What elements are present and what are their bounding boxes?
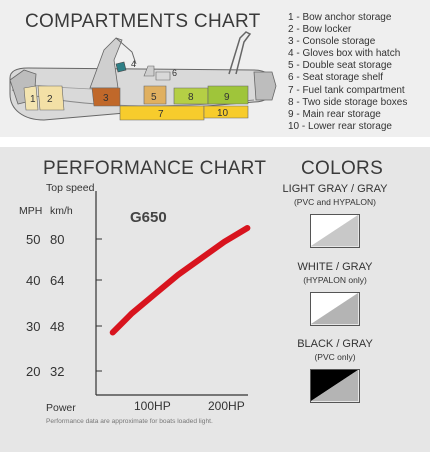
compartment-number: 8	[188, 92, 194, 103]
y-tick-label-kmh: 48	[50, 319, 64, 334]
legend-item: 5 - Double seat storage	[288, 60, 392, 72]
compartment-2	[37, 85, 65, 111]
color-swatch-light-gray	[310, 214, 360, 248]
y-tick-label-kmh: 64	[50, 273, 64, 288]
compartments-title: COMPARTMENTS CHART	[25, 11, 261, 32]
swatch-bottom-color	[311, 215, 358, 246]
y-tick-label-mph: 20	[26, 364, 40, 379]
compartment-7	[119, 105, 205, 121]
compartment-number: 2	[47, 94, 53, 105]
rear-arch	[228, 31, 252, 75]
legend-item: 7 - Fuel tank compartment	[288, 84, 405, 96]
y-tick-label-mph: 40	[26, 273, 40, 288]
swatch-graphic	[311, 215, 358, 246]
legend-item: 6 - Seat storage shelf	[288, 72, 384, 84]
legend-item: 10 - Lower rear storage	[288, 120, 392, 132]
compartment-number: 9	[224, 92, 230, 103]
color-option-note: (PVC and HYPALON)	[293, 197, 377, 207]
kmh-unit-label: km/h	[50, 205, 73, 217]
compartment-number: 10	[217, 108, 229, 119]
colors-title: COLORS	[301, 158, 384, 179]
seat-back	[143, 65, 155, 77]
x-tick-label: 200HP	[208, 399, 245, 413]
engine	[253, 71, 277, 101]
compartment-4	[115, 61, 127, 73]
compartment-number: 7	[158, 109, 164, 120]
compartment-1	[23, 85, 39, 111]
y-tick-label-kmh: 32	[50, 364, 64, 379]
compartment-number: 4	[131, 59, 136, 69]
swatch-graphic	[311, 370, 358, 401]
legend-item: 8 - Two side storage boxes	[288, 96, 408, 108]
y-tick-label-mph: 50	[26, 232, 40, 247]
top-speed-label: Top speed	[46, 182, 95, 194]
swatch-bottom-color	[311, 293, 358, 324]
color-option-note: (HYPALON only)	[303, 275, 367, 285]
compartments-legend: 1 - Bow anchor storage 2 - Bow locker 3 …	[288, 12, 407, 133]
windshield-frame	[115, 37, 137, 65]
x-tick-label: 100HP	[134, 399, 171, 413]
compartment-number: 3	[103, 93, 109, 104]
mph-unit-label: MPH	[19, 205, 42, 217]
color-option-name: LIGHT GRAY / GRAY	[282, 183, 388, 195]
compartment-5	[143, 85, 167, 105]
compartment-number: 1	[30, 94, 36, 105]
compartment-number: 6	[172, 68, 177, 78]
boat-diagram: 1 2 3 4 5 6 7 8 9 10	[9, 31, 277, 121]
legend-item: 3 - Console storage	[288, 36, 376, 48]
compartment-9	[207, 85, 249, 105]
y-tick-label-mph: 30	[26, 319, 40, 334]
legend-item: 1 - Bow anchor storage	[288, 12, 392, 23]
color-option-note: (PVC only)	[314, 352, 356, 362]
legend-item: 2 - Bow locker	[288, 24, 352, 36]
color-option-name: BLACK / GRAY	[297, 338, 373, 350]
legend-item: 9 - Main rear storage	[288, 108, 381, 120]
color-swatch-white	[310, 292, 360, 326]
model-label: G650	[130, 209, 167, 226]
performance-chart: Top speed MPH km/h G650 Power 50 40 30 2…	[19, 182, 251, 414]
y-tick-label-kmh: 80	[50, 232, 64, 247]
legend-item: 4 - Gloves box with hatch	[288, 48, 401, 60]
console	[89, 37, 123, 89]
swatch-graphic	[311, 293, 358, 324]
compartment-6	[155, 71, 171, 81]
performance-title: PERFORMANCE CHART	[43, 158, 267, 179]
specs-panel	[0, 147, 430, 452]
power-label: Power	[46, 402, 76, 414]
compartment-number: 5	[151, 92, 157, 103]
swatch-bottom-color	[311, 370, 358, 401]
series-line-g650	[109, 225, 251, 336]
compartment-10	[203, 105, 249, 119]
section-divider	[0, 137, 430, 147]
color-swatch-black	[310, 369, 360, 403]
performance-note: Performance data are approximate for boa…	[46, 418, 213, 425]
color-option-name: WHITE / GRAY	[297, 261, 373, 273]
